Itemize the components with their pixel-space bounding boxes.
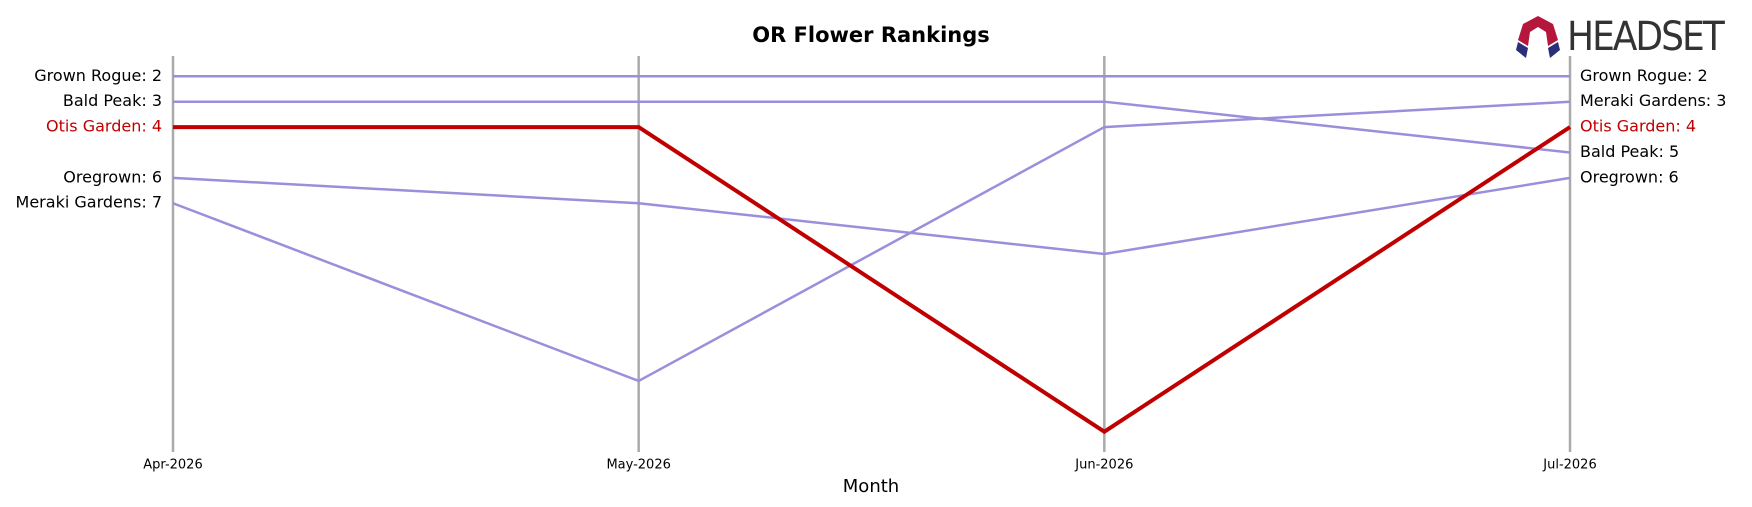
value-label: Bald Peak: 3 [63, 91, 162, 110]
value-label: Grown Rogue: 2 [1580, 66, 1708, 85]
logo-icon [1518, 16, 1558, 46]
value-label: Otis Garden: 4 [46, 117, 162, 136]
x-axis-label: Month [843, 476, 899, 497]
series-line [172, 100, 1571, 383]
value-label: Meraki Gardens: 7 [16, 193, 162, 212]
series-line [173, 100, 1571, 154]
logo-icon [1516, 42, 1528, 58]
chart-title: OR Flower Rankings [752, 23, 990, 47]
value-label: Bald Peak: 5 [1580, 142, 1679, 161]
value-label: Grown Rogue: 2 [34, 66, 162, 85]
series-line [172, 176, 1571, 256]
value-label: Oregrown: 6 [63, 167, 162, 186]
value-label: Oregrown: 6 [1580, 167, 1679, 186]
x-tick-label: May-2026 [606, 458, 670, 473]
x-tick-label: Jul-2026 [1542, 458, 1596, 473]
logo-icon [1548, 42, 1560, 58]
value-label: Meraki Gardens: 3 [1580, 91, 1726, 110]
logo: HEADSET [1516, 14, 1728, 60]
series-line [173, 125, 1572, 435]
x-tick-label: Apr-2026 [143, 458, 202, 473]
x-tick-label: Jun-2026 [1074, 458, 1133, 473]
value-label: Otis Garden: 4 [1580, 117, 1696, 136]
logo-text: HEADSET [1567, 14, 1726, 60]
